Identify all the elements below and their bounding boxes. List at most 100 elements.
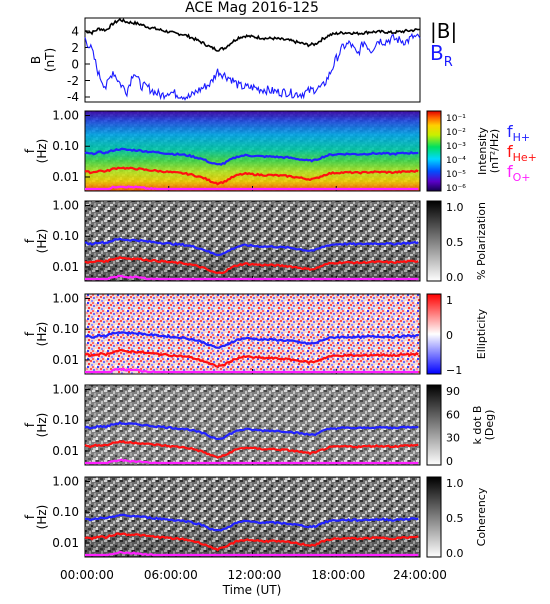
btotal-line <box>85 17 421 52</box>
panel-coherency <box>84 476 442 558</box>
intensity-colorbar <box>426 110 442 192</box>
colorbar-tick-label: 10⁻¹ <box>446 114 466 124</box>
colorbar-label: % Polarization <box>475 202 488 280</box>
fo-line <box>85 550 419 557</box>
freq-axis-label-f: f <box>23 238 37 243</box>
gyro-legend: fH+ fHe+ fO+ <box>507 122 537 184</box>
freq-tick-label: 0.10 <box>52 505 79 519</box>
b-ytick-label: -2 <box>67 74 79 88</box>
freq-tick-label: 0.01 <box>52 353 79 367</box>
time-axis: 00:00:00 06:00:00 12:00:00 18:00:00 24:0… <box>60 568 447 597</box>
legend-fo: fO+ <box>507 162 531 184</box>
colorbar-label-line2: (Deg) <box>483 410 496 441</box>
freq-tick-label: 0.10 <box>52 139 79 153</box>
freq-axis-label-unit: (Hz) <box>35 413 49 438</box>
legend-br-main: B <box>430 41 444 65</box>
b-legend: |B| BR <box>430 19 457 70</box>
colorbar-tick-label: 60 <box>446 408 460 421</box>
colorbar-tick-label: 0.5 <box>446 512 464 525</box>
fh-line <box>85 513 419 532</box>
colorbar-tick-label: −1 <box>446 364 462 377</box>
ellipticity-colorbar <box>426 293 442 375</box>
legend-fh-sub: H+ <box>513 131 531 144</box>
colorbar-tick-label: 10⁻⁵ <box>446 170 466 180</box>
b-ylabel: B (nT) <box>29 48 57 72</box>
colorbar-label-line2: (nT²/Hz) <box>488 129 501 173</box>
freq-axis-label: f(Hz) <box>23 139 49 164</box>
freq-tick-label: 0.10 <box>52 229 79 243</box>
fhe-line <box>84 532 419 552</box>
colorbar-label-line1: Coherency <box>475 487 488 546</box>
colorbar-tick-label: 0.5 <box>446 236 464 249</box>
legend-br-sub: R <box>444 55 453 70</box>
fo-line <box>85 367 419 374</box>
freq-axis-label-f: f <box>23 422 37 427</box>
colorbar-tick-label: 10⁻³ <box>446 142 466 152</box>
b-ytick-label: 0 <box>71 58 79 72</box>
colorbar-tick-label: 90 <box>446 385 460 398</box>
legend-fhe: fHe+ <box>507 142 537 164</box>
freq-tick-label: 1.00 <box>52 109 79 123</box>
colorbar-label-line1: Intensity <box>476 127 489 175</box>
freq-axis-label-unit: (Hz) <box>35 505 49 530</box>
fhe-line <box>84 166 419 186</box>
time-tick-label: 00:00:00 <box>60 568 114 582</box>
colorbar-label-line1: Ellipticity <box>475 308 488 359</box>
kdotb-shade <box>85 385 420 465</box>
colorbar-tick-label: 0 <box>446 329 453 342</box>
colorbar-tick-label: 0 <box>446 455 453 468</box>
freq-axis-label: f(Hz) <box>23 322 49 347</box>
fhe-line <box>84 349 419 369</box>
spectrogram-axes: 1.000.100.01f(Hz)10⁻¹10⁻²10⁻³10⁻⁴10⁻⁵10⁻… <box>23 109 501 561</box>
time-tick-label: 18:00:00 <box>311 568 365 582</box>
polarization-colorbar <box>426 200 442 282</box>
freq-tick-label: 0.10 <box>52 322 79 336</box>
colorbar-tick-label: 1 <box>446 294 453 307</box>
fhe-line <box>84 440 419 459</box>
freq-axis-label-f: f <box>23 514 37 519</box>
b-ytick-label: 4 <box>71 25 79 39</box>
colorbar-tick-label: 30 <box>446 432 460 445</box>
freq-tick-label: 0.01 <box>52 170 79 184</box>
fh-line <box>84 331 419 349</box>
panel-b-field: 4 2 0 -2 -4 B (nT) |B| BR <box>29 17 457 104</box>
freq-tick-label: 0.01 <box>52 444 79 458</box>
fo-line <box>85 458 419 465</box>
fh-line <box>84 420 419 440</box>
b-ytick-label: -4 <box>67 90 79 104</box>
fo-line <box>85 274 419 281</box>
colorbar-label-line1: % Polarization <box>475 202 488 280</box>
fh-line <box>84 237 419 257</box>
colorbar-tick-label: 0.0 <box>446 547 464 560</box>
freq-axis-label-unit: (Hz) <box>35 322 49 347</box>
colorbar-tick-label: 10⁻² <box>446 128 466 138</box>
br-line <box>84 32 421 101</box>
legend-fh: fH+ <box>507 122 530 144</box>
b-ylabel-main: B <box>29 56 43 64</box>
b-series-group <box>84 17 421 101</box>
colorbar-label: k dot B (Deg) <box>471 406 496 445</box>
coherency-colorbar <box>426 476 442 558</box>
colorbar-label: Ellipticity <box>475 308 488 359</box>
fh-line <box>84 147 419 166</box>
b-ytick-label: 2 <box>71 41 79 55</box>
freq-axis-label-f: f <box>23 148 37 153</box>
time-tick-label: 06:00:00 <box>144 568 198 582</box>
colorbar-tick-label: 10⁻⁶ <box>446 184 466 194</box>
colorbar-label-line1: k dot B <box>471 406 484 445</box>
freq-tick-label: 1.00 <box>52 292 79 306</box>
fhe-line <box>84 256 419 274</box>
time-tick-label: 24:00:00 <box>393 568 447 582</box>
legend-fh-main: f <box>507 122 513 141</box>
freq-axis-label-unit: (Hz) <box>35 229 49 254</box>
colorbar-tick-label: 1.0 <box>446 477 464 490</box>
legend-btotal: |B| <box>430 19 457 43</box>
time-tick-label: 12:00:00 <box>228 568 282 582</box>
chart-title: ACE Mag 2016-125 <box>185 0 319 16</box>
freq-tick-label: 0.01 <box>52 260 79 274</box>
legend-fhe-main: f <box>507 142 513 161</box>
colorbar-tick-label: 10⁻⁴ <box>446 156 466 166</box>
freq-axis-label-unit: (Hz) <box>35 139 49 164</box>
kdotb-colorbar <box>426 384 442 466</box>
